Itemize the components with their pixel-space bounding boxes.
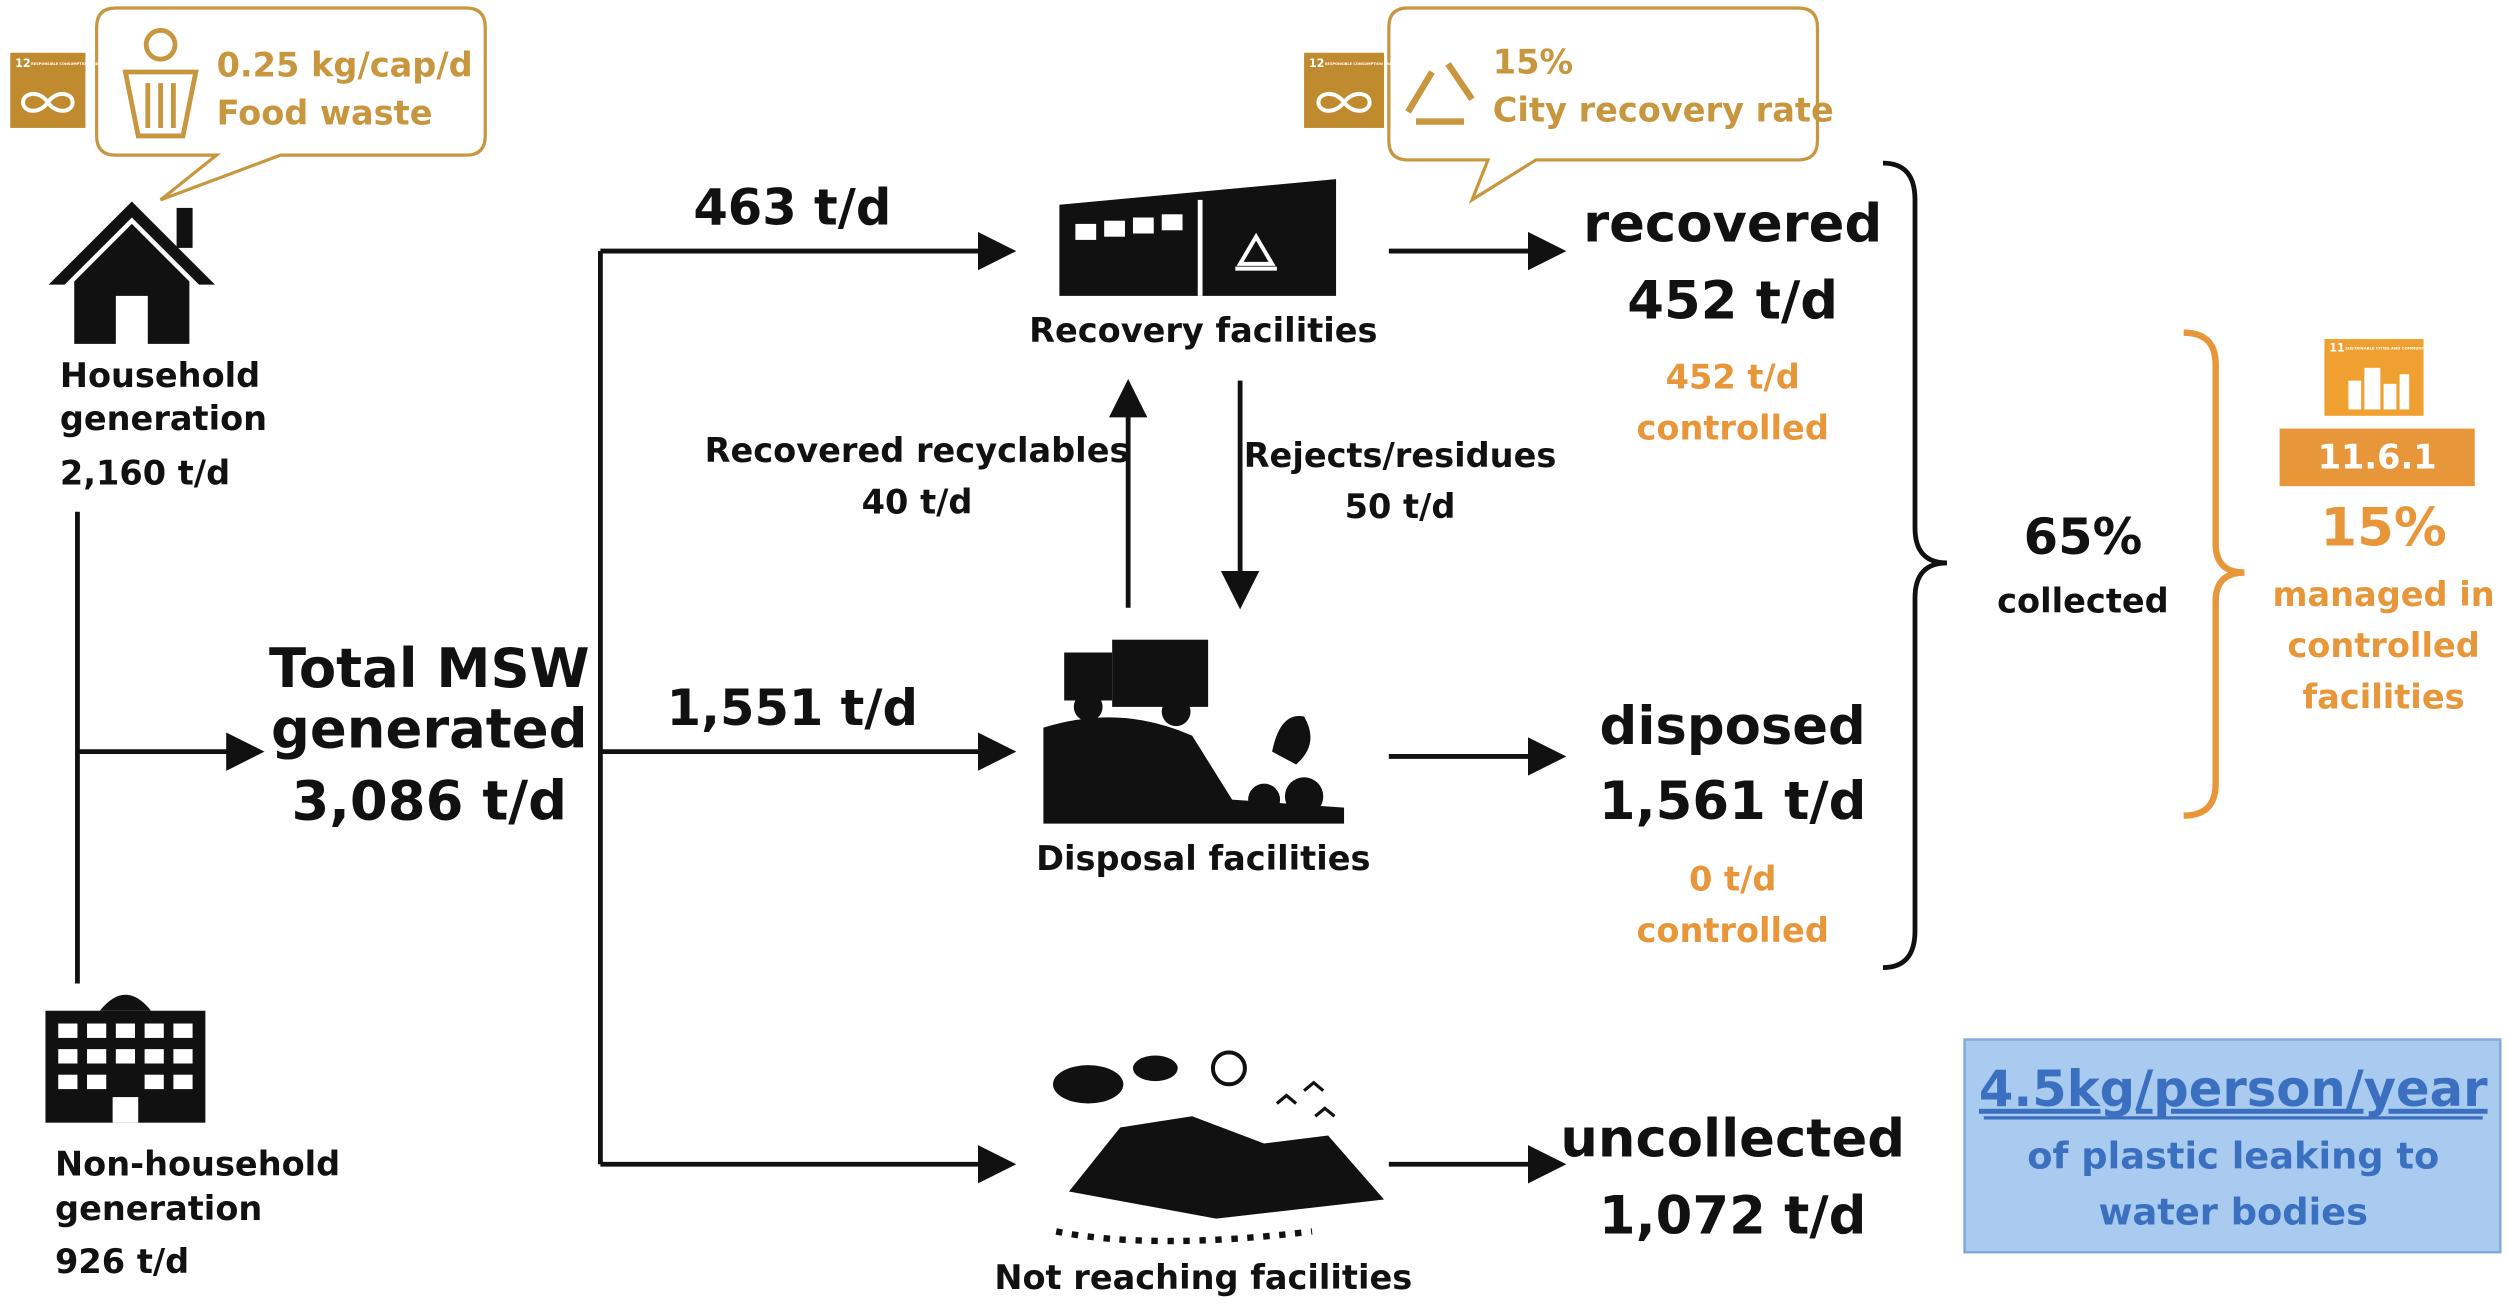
controlled-label: controlled — [1636, 911, 1828, 950]
source-label: Household — [60, 356, 260, 395]
source-label: Non-household — [55, 1144, 340, 1183]
building-icon — [45, 995, 205, 1123]
controlled-label: controlled — [1636, 409, 1828, 448]
callout-value: 15% — [1493, 42, 1573, 81]
plastic-label: water bodies — [2098, 1190, 2368, 1233]
outcome-amount: 452 t/d — [1627, 271, 1838, 332]
indicator-value: 15% — [2320, 498, 2446, 559]
outcome-amount: 1,561 t/d — [1599, 771, 1867, 832]
facility-label: Disposal facilities — [1036, 839, 1370, 878]
sdg-number: 11 — [2329, 342, 2345, 355]
outcome-label: recovered — [1583, 194, 1882, 255]
sdg-number: 12 — [15, 57, 31, 70]
total-amount: 3,086 t/d — [291, 770, 567, 833]
callout-label: City recovery rate — [1493, 90, 1834, 129]
collected-label: collected — [1997, 581, 2169, 620]
source-label: generation — [60, 399, 267, 438]
facility-label: Not reaching facilities — [994, 1258, 1412, 1297]
internal-flow-label: Rejects/residues — [1244, 436, 1557, 475]
sdg-text: RESPONSIBLE CONSUMPTION AND PRODUCTION — [1325, 62, 1420, 66]
dump-icon — [1053, 1052, 1384, 1241]
sdg-text: SUSTAINABLE CITIES AND COMMUNITIES — [2345, 346, 2433, 351]
controlled-amount: 452 t/d — [1666, 358, 1800, 397]
total-label: generated — [271, 698, 588, 761]
indicator-label: managed in — [2272, 575, 2494, 614]
flow-amount: 1,551 t/d — [667, 679, 918, 737]
plastic-label: of plastic leaking to — [2027, 1134, 2439, 1177]
controlled-amount: 0 t/d — [1689, 860, 1776, 899]
diagram: 0.25 kg/cap/d Food waste 12 RESPONSIBLE … — [0, 0, 2509, 1305]
source-amount: 2,160 t/d — [60, 453, 230, 492]
callout-value: 0.25 kg/cap/d — [217, 46, 473, 85]
sdg-text: RESPONSIBLE CONSUMPTION AND PRODUCTION — [31, 62, 126, 66]
outcome-label: uncollected — [1560, 1109, 1905, 1170]
recovery-icon — [1059, 179, 1336, 296]
plastic-value: 4.5kg/person/year — [1979, 1060, 2488, 1118]
indicator-label: controlled — [2287, 626, 2479, 665]
flow-amount: 463 t/d — [693, 179, 891, 237]
indicator-label: facilities — [2303, 677, 2465, 716]
sdg-number: 12 — [1309, 57, 1325, 70]
total-label: Total MSW — [269, 637, 590, 700]
source-label: generation — [55, 1189, 262, 1228]
outcome-label: disposed — [1600, 696, 1866, 757]
outcome-amount: 1,072 t/d — [1599, 1185, 1867, 1246]
source-amount: 926 t/d — [55, 1242, 189, 1281]
indicator-code: 11.6.1 — [2318, 437, 2437, 476]
disposal-icon — [1043, 640, 1344, 824]
house-icon — [49, 202, 215, 344]
brace — [1883, 163, 1947, 967]
callout-label: Food waste — [217, 94, 433, 133]
internal-flow-amount: 40 t/d — [862, 482, 973, 521]
facility-label: Recovery facilities — [1029, 311, 1377, 350]
collected-value: 65% — [2024, 508, 2143, 566]
internal-flow-amount: 50 t/d — [1345, 487, 1456, 526]
internal-flow-label: Recovered recyclables — [705, 431, 1130, 470]
brace — [2184, 333, 2245, 816]
